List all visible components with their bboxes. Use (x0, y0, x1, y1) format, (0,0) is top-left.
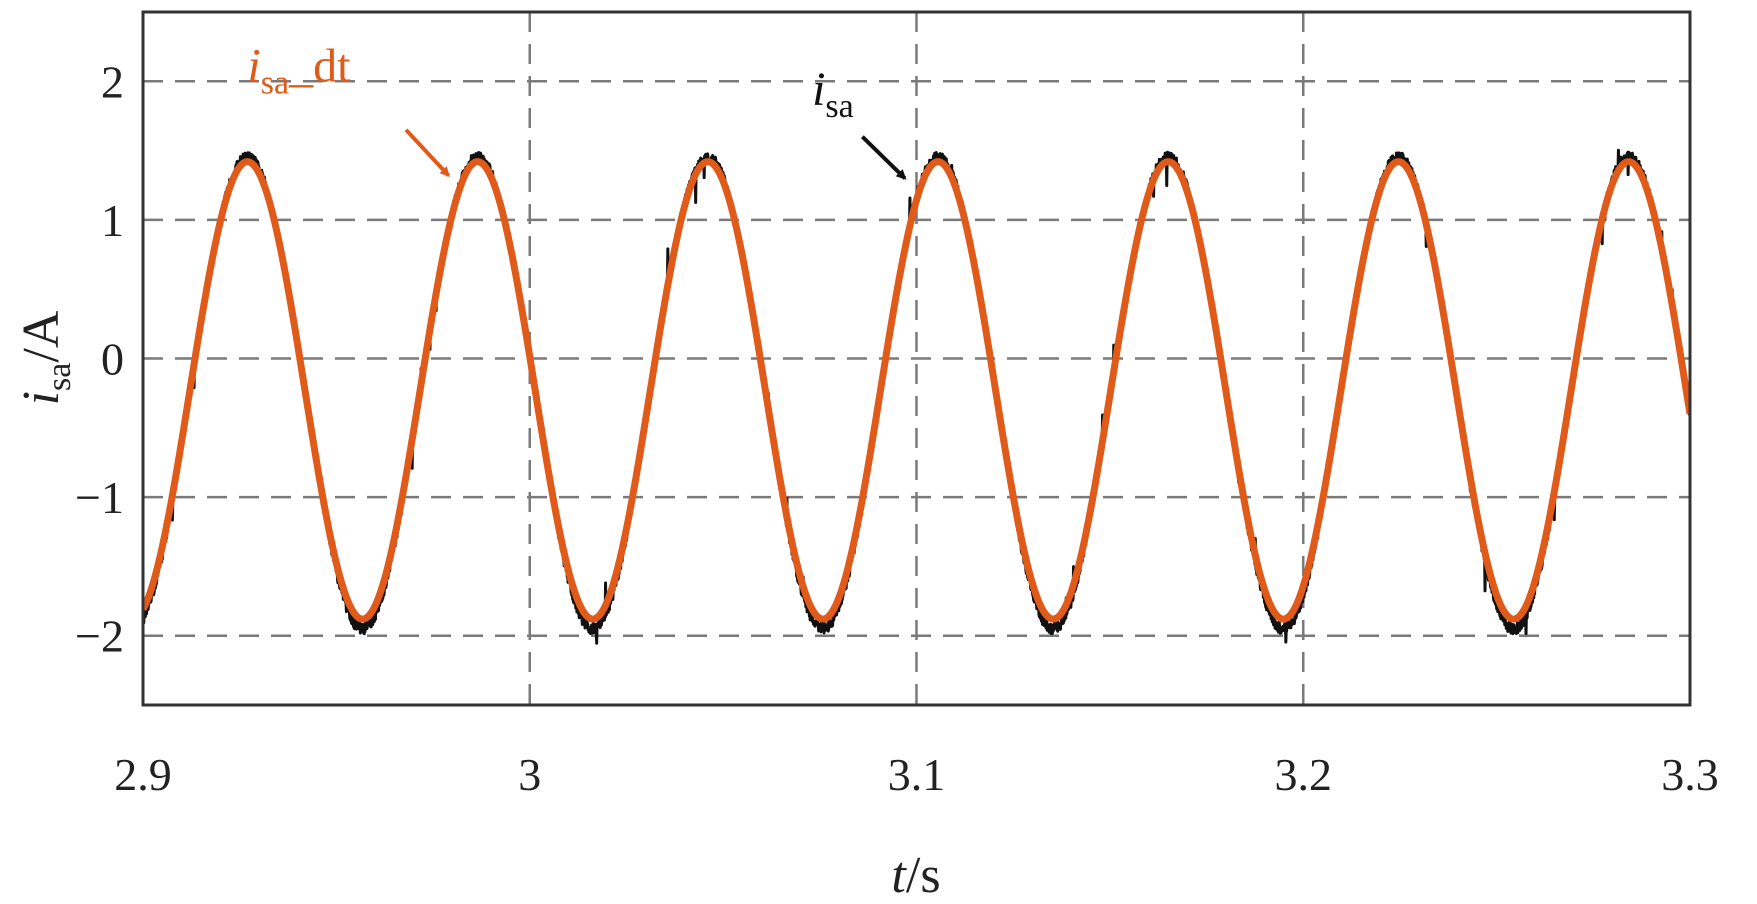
annotation-label: isa (812, 63, 854, 125)
y-tick-label: 2 (101, 56, 124, 107)
x-axis-ticks: 2.9 3 3.1 3.2 3.3 (114, 749, 1719, 800)
x-tick-label: 3.2 (1275, 749, 1333, 800)
x-tick-label: 3.3 (1661, 749, 1719, 800)
x-tick-label: 3.1 (888, 749, 946, 800)
annotations: isa_dt isa (247, 39, 907, 180)
annotation-arrow (860, 135, 907, 180)
x-axis-title: t/s (891, 847, 940, 904)
y-axis-ticks: 2 1 0 −1 −2 (75, 56, 124, 661)
y-tick-label: −2 (75, 611, 124, 662)
y-tick-label: 1 (101, 195, 124, 246)
annotation-label: isa_dt (247, 39, 351, 101)
annotation-arrow (404, 128, 450, 178)
y-axis-title: isa/A (13, 310, 78, 405)
series-layer (143, 148, 1690, 645)
y-tick-label: 0 (101, 334, 124, 385)
x-tick-label: 2.9 (114, 749, 172, 800)
y-tick-label: −1 (75, 472, 124, 523)
series-line-i_sa_dt (143, 158, 1690, 623)
x-tick-label: 3 (518, 749, 541, 800)
plot-frame (141, 10, 1692, 707)
